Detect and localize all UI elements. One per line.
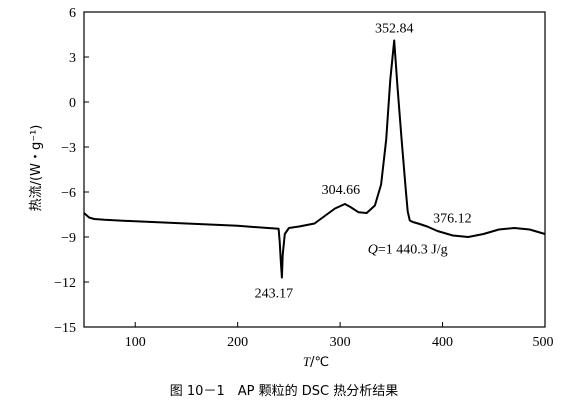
y-tick-label: 3 [69,51,76,66]
series-layer [83,39,546,279]
peak-label: 304.66 [322,183,361,198]
x-tick-label: 500 [533,335,554,350]
q-annotation: Q=1 440.3 J/g [368,243,448,258]
peak-label: 243.17 [255,287,294,302]
dsc-curve [83,39,546,279]
y-tick-label: −6 [61,186,76,201]
y-tick-label: −9 [61,231,76,246]
x-tick-label: 100 [125,335,146,350]
y-tick-label: −3 [61,141,76,156]
y-axis-title: 热流/(W・g⁻¹) [29,125,44,212]
figure-caption: 图 10－1 AP 颗粒的 DSC 热分析结果 [169,384,399,399]
plot-frame [83,11,546,328]
peak-label: 352.84 [375,22,414,37]
y-tick-label: 0 [69,96,76,111]
dsc-chart: 6 3 0 −3 −6 −9 −12 −15 100 200 300 400 500 352.84 304… [29,6,554,370]
x-axis-title: T/℃ [303,354,329,370]
peak-label: 376.12 [433,212,472,227]
axes: 6 3 0 −3 −6 −9 −12 −15 100 200 300 400 500 [54,6,553,350]
y-tick-label: −12 [54,276,76,291]
y-tick-label: 6 [69,6,76,21]
annotations: 352.84 304.66 376.12 243.17 [255,22,472,302]
y-tick-label: −15 [54,321,76,336]
x-tick-label: 300 [330,335,351,350]
x-tick-label: 400 [432,335,453,350]
x-tick-label: 200 [227,335,248,350]
